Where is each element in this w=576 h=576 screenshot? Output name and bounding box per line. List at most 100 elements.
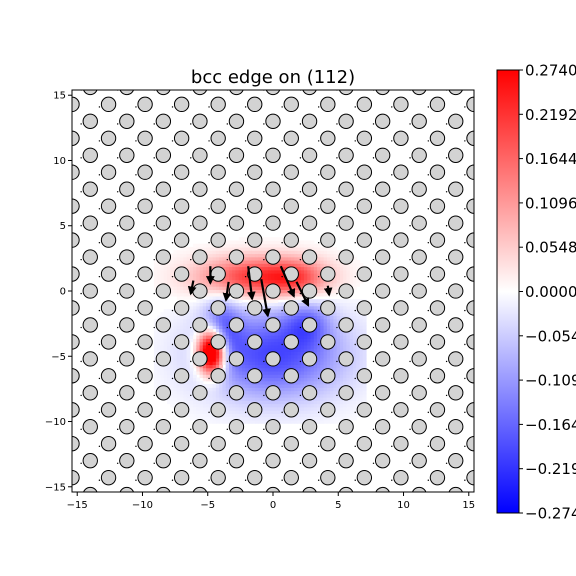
field-cell <box>173 322 178 326</box>
field-cell <box>264 419 269 424</box>
atom-marker <box>173 402 190 418</box>
atom-marker <box>338 385 354 401</box>
field-cell <box>189 364 194 369</box>
y-tick-label: −10 <box>45 417 66 428</box>
field-cell <box>333 410 338 414</box>
field-cell <box>268 273 272 277</box>
displacement-dot <box>153 394 155 397</box>
field-cell <box>297 354 302 359</box>
field-cell <box>255 279 259 284</box>
field-cell <box>336 273 341 277</box>
field-cell <box>317 266 321 271</box>
field-cell <box>359 325 364 330</box>
field-cell <box>173 266 178 271</box>
field-cell <box>242 397 246 401</box>
field-cell <box>209 246 214 251</box>
field-cell <box>297 370 302 375</box>
field-cell <box>261 351 266 356</box>
field-cell <box>277 397 282 401</box>
field-cell <box>339 403 344 408</box>
field-cell <box>336 318 341 323</box>
field-cell <box>212 289 217 294</box>
field-cell <box>313 370 318 375</box>
field-cell <box>326 348 331 352</box>
field-cell <box>274 384 279 388</box>
field-cell <box>176 357 181 362</box>
field-cell <box>304 263 308 268</box>
atom-marker <box>173 436 190 452</box>
field-cell <box>180 364 184 369</box>
field-cell <box>202 282 207 287</box>
field-cell <box>343 413 348 418</box>
field-cell <box>333 302 338 307</box>
field-cell <box>277 279 282 284</box>
field-cell <box>359 263 364 268</box>
field-cell <box>339 348 344 352</box>
field-cell <box>333 370 338 375</box>
displacement-dot <box>372 123 375 125</box>
field-cell <box>287 348 292 352</box>
field-cell <box>228 276 233 281</box>
field-cell <box>186 351 191 356</box>
field-cell <box>206 361 210 366</box>
atom-marker <box>192 486 208 492</box>
field-cell <box>258 322 263 326</box>
field-cell <box>271 312 276 317</box>
field-cell <box>189 397 194 401</box>
field-cell <box>232 400 237 405</box>
field-cell <box>352 390 357 395</box>
field-cell <box>173 260 178 264</box>
colorbar-tick-label: 0.2192 <box>525 106 576 124</box>
field-cell <box>300 240 305 245</box>
field-cell <box>261 370 266 375</box>
colorbar-tick-label: −0.1096 <box>525 372 576 390</box>
field-cell <box>297 318 302 323</box>
field-cell <box>212 419 217 424</box>
field-cell <box>173 318 178 323</box>
field-cell <box>199 400 204 405</box>
field-cell <box>330 322 334 326</box>
atom-marker <box>466 436 474 452</box>
field-cell <box>209 253 214 258</box>
field-cell <box>258 292 263 297</box>
x-tick-label: 10 <box>397 500 410 511</box>
field-cell <box>356 318 361 323</box>
field-cell <box>317 282 321 287</box>
field-cell <box>281 302 286 307</box>
field-cell <box>183 387 188 392</box>
field-cell <box>232 364 237 369</box>
field-cell <box>320 315 325 320</box>
atom-marker <box>411 215 427 231</box>
field-cell <box>238 367 243 372</box>
field-cell <box>294 292 299 297</box>
field-cell <box>307 243 312 248</box>
field-cell <box>209 335 214 339</box>
field-cell <box>170 331 175 336</box>
displacement-dot <box>99 72 100 73</box>
field-cell <box>307 413 312 418</box>
atom-marker <box>466 469 474 486</box>
field-cell <box>202 370 207 375</box>
field-cell <box>333 269 338 274</box>
field-cell <box>157 367 162 372</box>
field-cell <box>317 351 321 356</box>
field-cell <box>176 263 181 268</box>
displacement-dot <box>153 292 155 295</box>
field-cell <box>268 246 272 251</box>
field-cell <box>189 260 194 264</box>
field-cell <box>180 315 184 320</box>
field-cell <box>245 357 250 362</box>
displacement-dot <box>98 479 101 481</box>
field-cell <box>245 351 250 356</box>
field-cell <box>297 266 302 271</box>
field-cell <box>186 403 191 408</box>
field-cell <box>248 318 253 323</box>
field-cell <box>352 348 357 352</box>
field-cell <box>297 302 302 307</box>
field-cell <box>300 348 305 352</box>
field-cell <box>317 250 321 255</box>
field-cell <box>349 315 354 320</box>
field-cell <box>356 397 361 401</box>
field-cell <box>287 390 292 395</box>
field-cell <box>313 266 318 271</box>
